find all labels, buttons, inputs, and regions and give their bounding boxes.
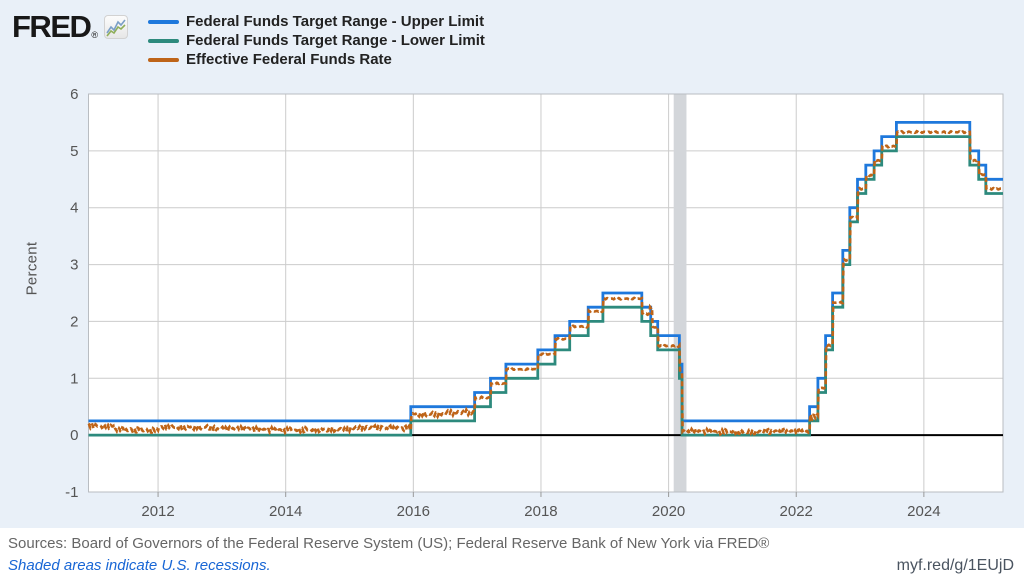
x-tick-label: 2016 — [397, 503, 430, 520]
registered-mark: ® — [91, 30, 99, 40]
chart-panel: FRED ® Federal Funds Target Range - Uppe… — [0, 0, 1024, 528]
x-tick-label: 2014 — [269, 503, 302, 520]
lower-limit-swatch — [148, 38, 179, 43]
y-tick-label: 1 — [70, 370, 78, 387]
y-tick-label: 4 — [70, 200, 78, 217]
legend-item-upper-limit: Federal Funds Target Range - Upper Limit — [148, 12, 485, 31]
x-tick-label: 2024 — [907, 503, 940, 520]
sparkline-icon — [104, 15, 129, 39]
y-tick-label: 6 — [70, 86, 78, 103]
legend-label: Federal Funds Target Range - Upper Limit — [186, 13, 485, 30]
y-tick-label: 5 — [70, 143, 78, 160]
upper-limit-swatch — [148, 19, 179, 24]
legend-item-lower-limit: Federal Funds Target Range - Lower Limit — [148, 31, 485, 50]
series-effective-line — [87, 129, 1004, 437]
footer: Sources: Board of Governors of the Feder… — [0, 528, 1024, 587]
sources-text: Sources: Board of Governors of the Feder… — [8, 535, 770, 552]
recession-note-link[interactable]: Shaded areas indicate U.S. recessions. — [8, 557, 271, 574]
y-tick-label: 2 — [70, 313, 78, 330]
y-tick-label: 0 — [70, 427, 78, 444]
legend-item-effective-rate: Effective Federal Funds Rate — [148, 50, 485, 69]
footer-links-row: Shaded areas indicate U.S. recessions. m… — [8, 557, 1014, 575]
legend: Federal Funds Target Range - Upper Limit… — [148, 12, 485, 69]
plot-border — [88, 93, 1004, 493]
short-link[interactable]: myf.red/g/1EUjD — [896, 557, 1014, 574]
chart-svg[interactable]: 2012 2014 2016 2018 2020 2022 2024 6 5 4 3 2 1 0 -1 — [0, 0, 1024, 528]
x-tick-label: 2020 — [652, 503, 685, 520]
x-tick-label: 2022 — [780, 503, 813, 520]
x-tick-label: 2012 — [141, 503, 174, 520]
x-tick-label: 2018 — [524, 503, 557, 520]
legend-label: Federal Funds Target Range - Lower Limit — [186, 32, 485, 49]
fred-wordmark: FRED — [12, 9, 92, 44]
y-tick-label: -1 — [65, 484, 78, 501]
y-tick-label: 3 — [70, 257, 78, 274]
fred-logo[interactable]: FRED ® — [12, 9, 129, 44]
legend-label: Effective Federal Funds Rate — [186, 51, 392, 68]
effective-rate-swatch — [148, 57, 179, 62]
plot-area[interactable] — [89, 94, 1004, 492]
